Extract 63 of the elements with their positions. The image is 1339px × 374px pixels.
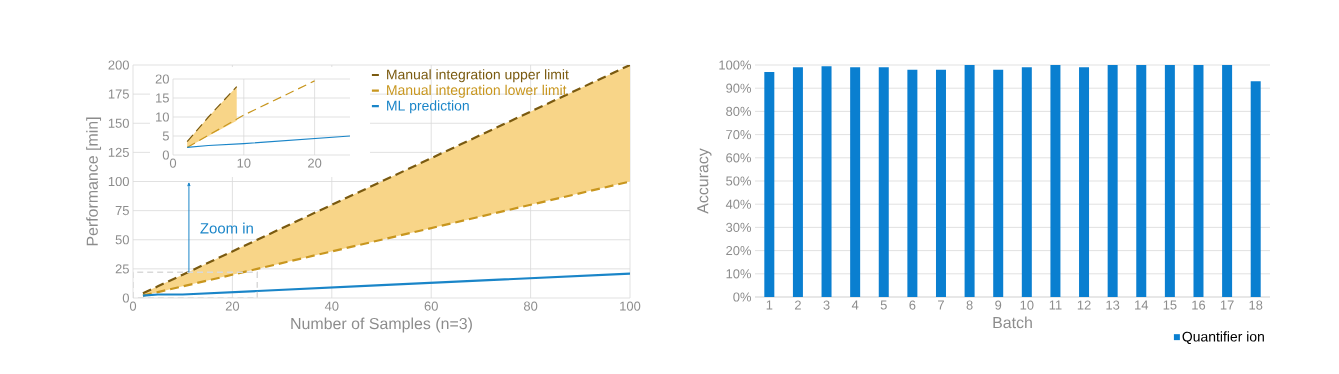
x-tick-label: 60: [424, 301, 438, 311]
y-tick-label: 0: [122, 293, 129, 303]
legend-label: Manual integration upper limit: [387, 69, 569, 83]
line-series: [141, 272, 631, 297]
x-tick-label: 17: [1220, 300, 1234, 310]
y-tick-label: 70%: [726, 130, 752, 140]
y-axis-title: Accuracy: [697, 148, 712, 214]
y-tick-label: 150: [108, 118, 129, 128]
annotation: Zoom in: [200, 222, 253, 234]
x-tick-label: 100: [620, 301, 641, 311]
line-series: [186, 135, 350, 148]
x-tick-label: 40: [324, 301, 339, 311]
legend-label: Quantifier ion: [1182, 331, 1264, 345]
x-tick-label: 9: [995, 300, 1002, 310]
y-tick-label: 50: [115, 235, 129, 245]
y-tick-label: 20%: [726, 246, 752, 256]
x-tick-label: 1: [766, 300, 773, 310]
x-tick-label: 14: [1135, 300, 1149, 310]
x-tick-label: 0: [129, 301, 137, 311]
y-tick-label: 0: [162, 150, 169, 160]
x-tick-label: 7: [938, 300, 944, 310]
y-tick-label: 200: [108, 60, 129, 70]
y-tick-label: 10: [156, 112, 169, 122]
x-tick-label: 20: [308, 158, 322, 168]
x-tick-label: 0: [169, 158, 177, 168]
x-tick-label: 8: [966, 300, 973, 310]
x-tick-label: 11: [1049, 300, 1062, 310]
x-tick-label: 80: [523, 301, 538, 311]
y-tick-label: 15: [156, 93, 169, 103]
y-tick-label: 10%: [726, 269, 752, 279]
y-tick-label: 30%: [726, 222, 752, 232]
x-tick-label: 15: [1163, 300, 1177, 310]
legend-label: ML prediction: [387, 100, 469, 114]
x-tick-label: 6: [909, 300, 916, 310]
y-tick-label: 75: [115, 206, 129, 216]
y-tick-label: 100: [108, 176, 129, 187]
y-tick-label: 5: [162, 131, 169, 141]
y-tick-label: 100%: [719, 60, 752, 70]
y-tick-label: 50%: [726, 176, 752, 186]
y-tick-label: 25: [115, 264, 129, 274]
x-tick-label: 5: [880, 300, 887, 310]
x-tick-label: 13: [1106, 300, 1120, 310]
y-tick-label: 40%: [725, 199, 752, 209]
x-axis-title: Batch: [993, 316, 1032, 329]
x-axis-title: Number of Samples (n=3): [291, 317, 472, 333]
x-tick-label: 20: [225, 301, 240, 311]
x-tick-label: 2: [794, 300, 801, 310]
x-tick-label: 4: [851, 300, 859, 310]
y-tick-label: 0%: [733, 292, 752, 302]
legend-label: Manual integration lower limit: [387, 84, 567, 98]
x-tick-label: 10: [1020, 300, 1034, 310]
y-tick-label: 60%: [726, 153, 752, 163]
x-tick-label: 3: [823, 300, 830, 310]
x-tick-label: 10: [237, 158, 251, 168]
y-axis-title: Performance [min]: [86, 117, 102, 246]
y-tick-label: 20: [155, 74, 169, 84]
x-tick-label: 16: [1192, 300, 1206, 310]
x-tick-label: 12: [1077, 300, 1091, 310]
x-tick-label: 18: [1249, 300, 1263, 310]
y-tick-label: 175: [108, 89, 129, 99]
y-tick-label: 125: [108, 147, 129, 157]
y-tick-label: 90%: [726, 83, 752, 93]
y-tick-label: 80%: [726, 106, 752, 116]
